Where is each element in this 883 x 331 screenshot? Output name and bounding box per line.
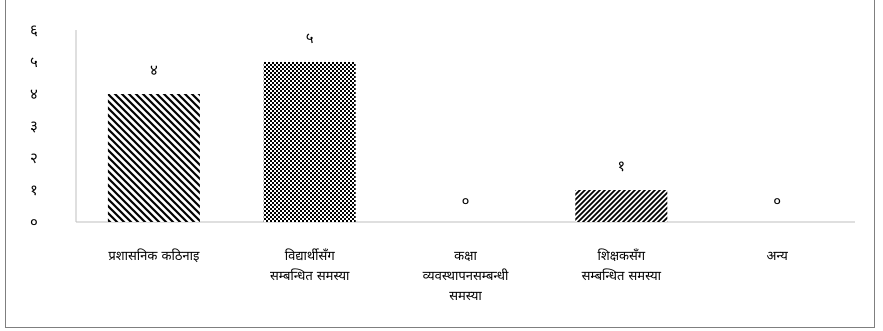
x-category-label: सम्बन्धित समस्या — [582, 268, 662, 284]
bars-group — [107, 62, 668, 222]
y-tick-label: ३ — [30, 117, 38, 135]
y-tick-label: ० — [30, 213, 38, 231]
bar — [575, 190, 668, 222]
data-label: ० — [462, 192, 470, 210]
data-label: ५ — [306, 29, 314, 47]
x-category-label: कक्षा — [454, 249, 477, 264]
y-axis-ticks: ० १ २ ३ ४ ५ ६ — [30, 21, 38, 231]
chart-frame — [5, 0, 875, 328]
data-labels-group: ४ ५ ० १ ० — [150, 29, 781, 210]
y-tick-label: १ — [30, 181, 38, 199]
y-tick-label: ४ — [30, 85, 38, 103]
y-tick-label: ५ — [30, 53, 38, 71]
x-category-label: प्रशासनिक कठिनाइ — [108, 248, 200, 264]
data-label: ० — [773, 192, 781, 210]
x-category-label: समस्या — [449, 289, 482, 304]
category-labels-group: प्रशासनिक कठिनाइ विद्यार्थीसँग सम्बन्धित स… — [108, 248, 788, 304]
x-category-label: व्यवस्थापनसम्बन्धी — [423, 268, 509, 284]
x-category-label: विद्यार्थीसँग — [285, 248, 336, 264]
y-tick-label: ६ — [30, 21, 38, 39]
y-tick-label: २ — [30, 149, 38, 167]
bar — [263, 62, 356, 222]
x-category-label: अन्य — [766, 249, 788, 264]
data-label: ४ — [150, 61, 158, 79]
x-category-label: शिक्षकसँग — [597, 248, 645, 264]
x-category-label: सम्बन्धित समस्या — [270, 268, 350, 284]
data-label: १ — [617, 157, 625, 175]
bar — [107, 94, 200, 222]
